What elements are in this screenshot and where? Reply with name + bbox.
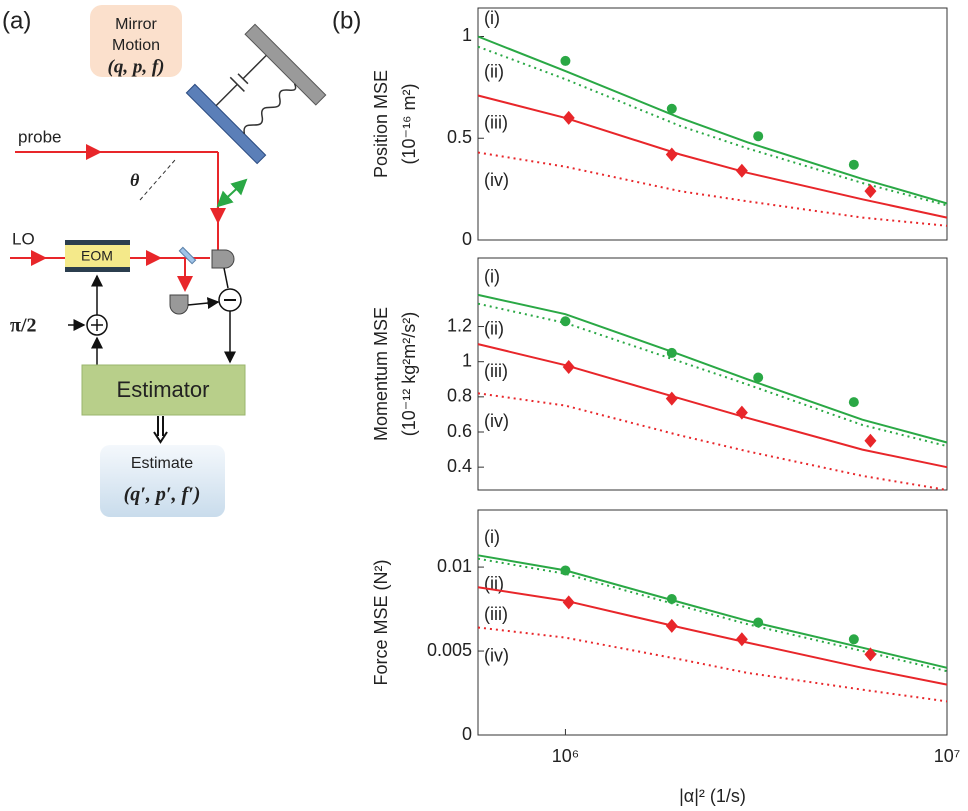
y-tick-label: 0.4 [447,456,472,476]
data-point [864,647,877,662]
panel-label: (a) [2,7,31,34]
curve [477,557,948,673]
curve [477,626,948,703]
plot-frame [477,7,948,241]
curve-label: (iv) [484,411,509,431]
curve-label: (iii) [484,112,508,132]
data-point [735,632,748,647]
x-axis-label: |α|² (1/s) [679,786,746,806]
curve [477,94,948,219]
detector [169,294,189,315]
curve-label: (iv) [484,170,509,190]
y-tick-label: 0.6 [447,421,472,441]
plot-frame [477,257,948,491]
curve-label: (iii) [484,361,508,381]
estimate-label: Estimate [131,455,193,472]
detector [211,249,235,269]
curve [477,343,948,469]
box-text: (q, p, f) [108,56,165,77]
data-point [864,184,877,199]
curve [477,586,948,686]
y-axis-label: Momentum MSE [371,307,391,441]
curve-label: (ii) [484,61,504,81]
curve [477,35,948,205]
data-point [848,159,859,170]
curve [477,151,948,227]
curve [477,302,948,448]
eom-box [65,240,130,272]
estimator-label: Estimator [117,377,210,402]
beam-splitter [178,246,197,265]
data-point [735,405,748,420]
box-text: Motion [112,37,160,54]
data-point [753,131,764,142]
y-tick-label: 0 [462,724,472,744]
y-axis-label: (10⁻¹² kg²m²/s²) [399,312,419,437]
data-point [665,391,678,406]
curve-label: (ii) [484,318,504,338]
data-point [665,618,678,633]
y-axis-label: (10⁻¹⁶ m²) [399,84,419,165]
y-tick-label: 0.5 [447,127,472,147]
data-point [666,347,677,358]
data-point [753,617,764,628]
data-point [666,103,677,114]
estimator-box [81,364,246,416]
y-tick-label: 0.005 [427,640,472,660]
angle-label: θ [130,170,140,190]
y-tick-label: 0 [462,229,472,249]
curve [477,554,948,669]
motion-arrow [216,178,248,208]
mirror-motion-box [90,5,182,77]
box-text: Mirror [115,16,157,33]
estimate-box [100,445,225,517]
plot-frame [477,509,948,736]
data-point [864,433,877,448]
x-tick-label: 10⁷ [934,746,961,766]
probe-label: probe [18,127,61,146]
data-point [560,316,571,327]
curve [477,293,948,444]
panel-label: (b) [332,7,361,34]
curve-label: (i) [484,8,500,28]
panel-b: 0 0.5 1 Position MSE (10⁻¹⁶ m²) (i) (ii) (iii) (… [371,7,961,806]
estimate-label: (q′, p′, f′) [124,484,201,506]
eom-label: EOM [81,248,113,264]
curve [477,392,948,491]
panel-a: (a) Mirror Motion (q, p, f) probe θ LO E… [2,5,327,517]
data-point [562,359,575,374]
data-point [735,163,748,178]
curve-label: (iv) [484,645,509,665]
data-point [753,372,764,383]
curve-label: (i) [484,267,500,287]
y-tick-label: 1 [462,25,472,45]
data-point [562,595,575,610]
data-point [848,634,859,645]
curve-label: (i) [484,527,500,547]
data-point [562,110,575,125]
data-point [665,147,678,162]
x-tick-label: 10⁶ [552,746,579,766]
y-axis-label: Force MSE (N²) [371,560,391,686]
mirror-assembly [185,23,327,165]
y-tick-label: 1 [462,350,472,370]
y-tick-label: 1.2 [447,315,472,335]
normal-line [139,159,176,201]
curve-label: (iii) [484,604,508,624]
curve [477,45,948,207]
data-point [560,55,571,66]
data-point [560,565,571,576]
y-axis-label: Position MSE [371,70,391,178]
y-tick-label: 0.8 [447,386,472,406]
data-point [666,593,677,604]
lo-label: LO [12,229,35,248]
data-point [848,397,859,408]
phase-label: π/2 [10,315,37,337]
y-tick-label: 0.01 [437,556,472,576]
